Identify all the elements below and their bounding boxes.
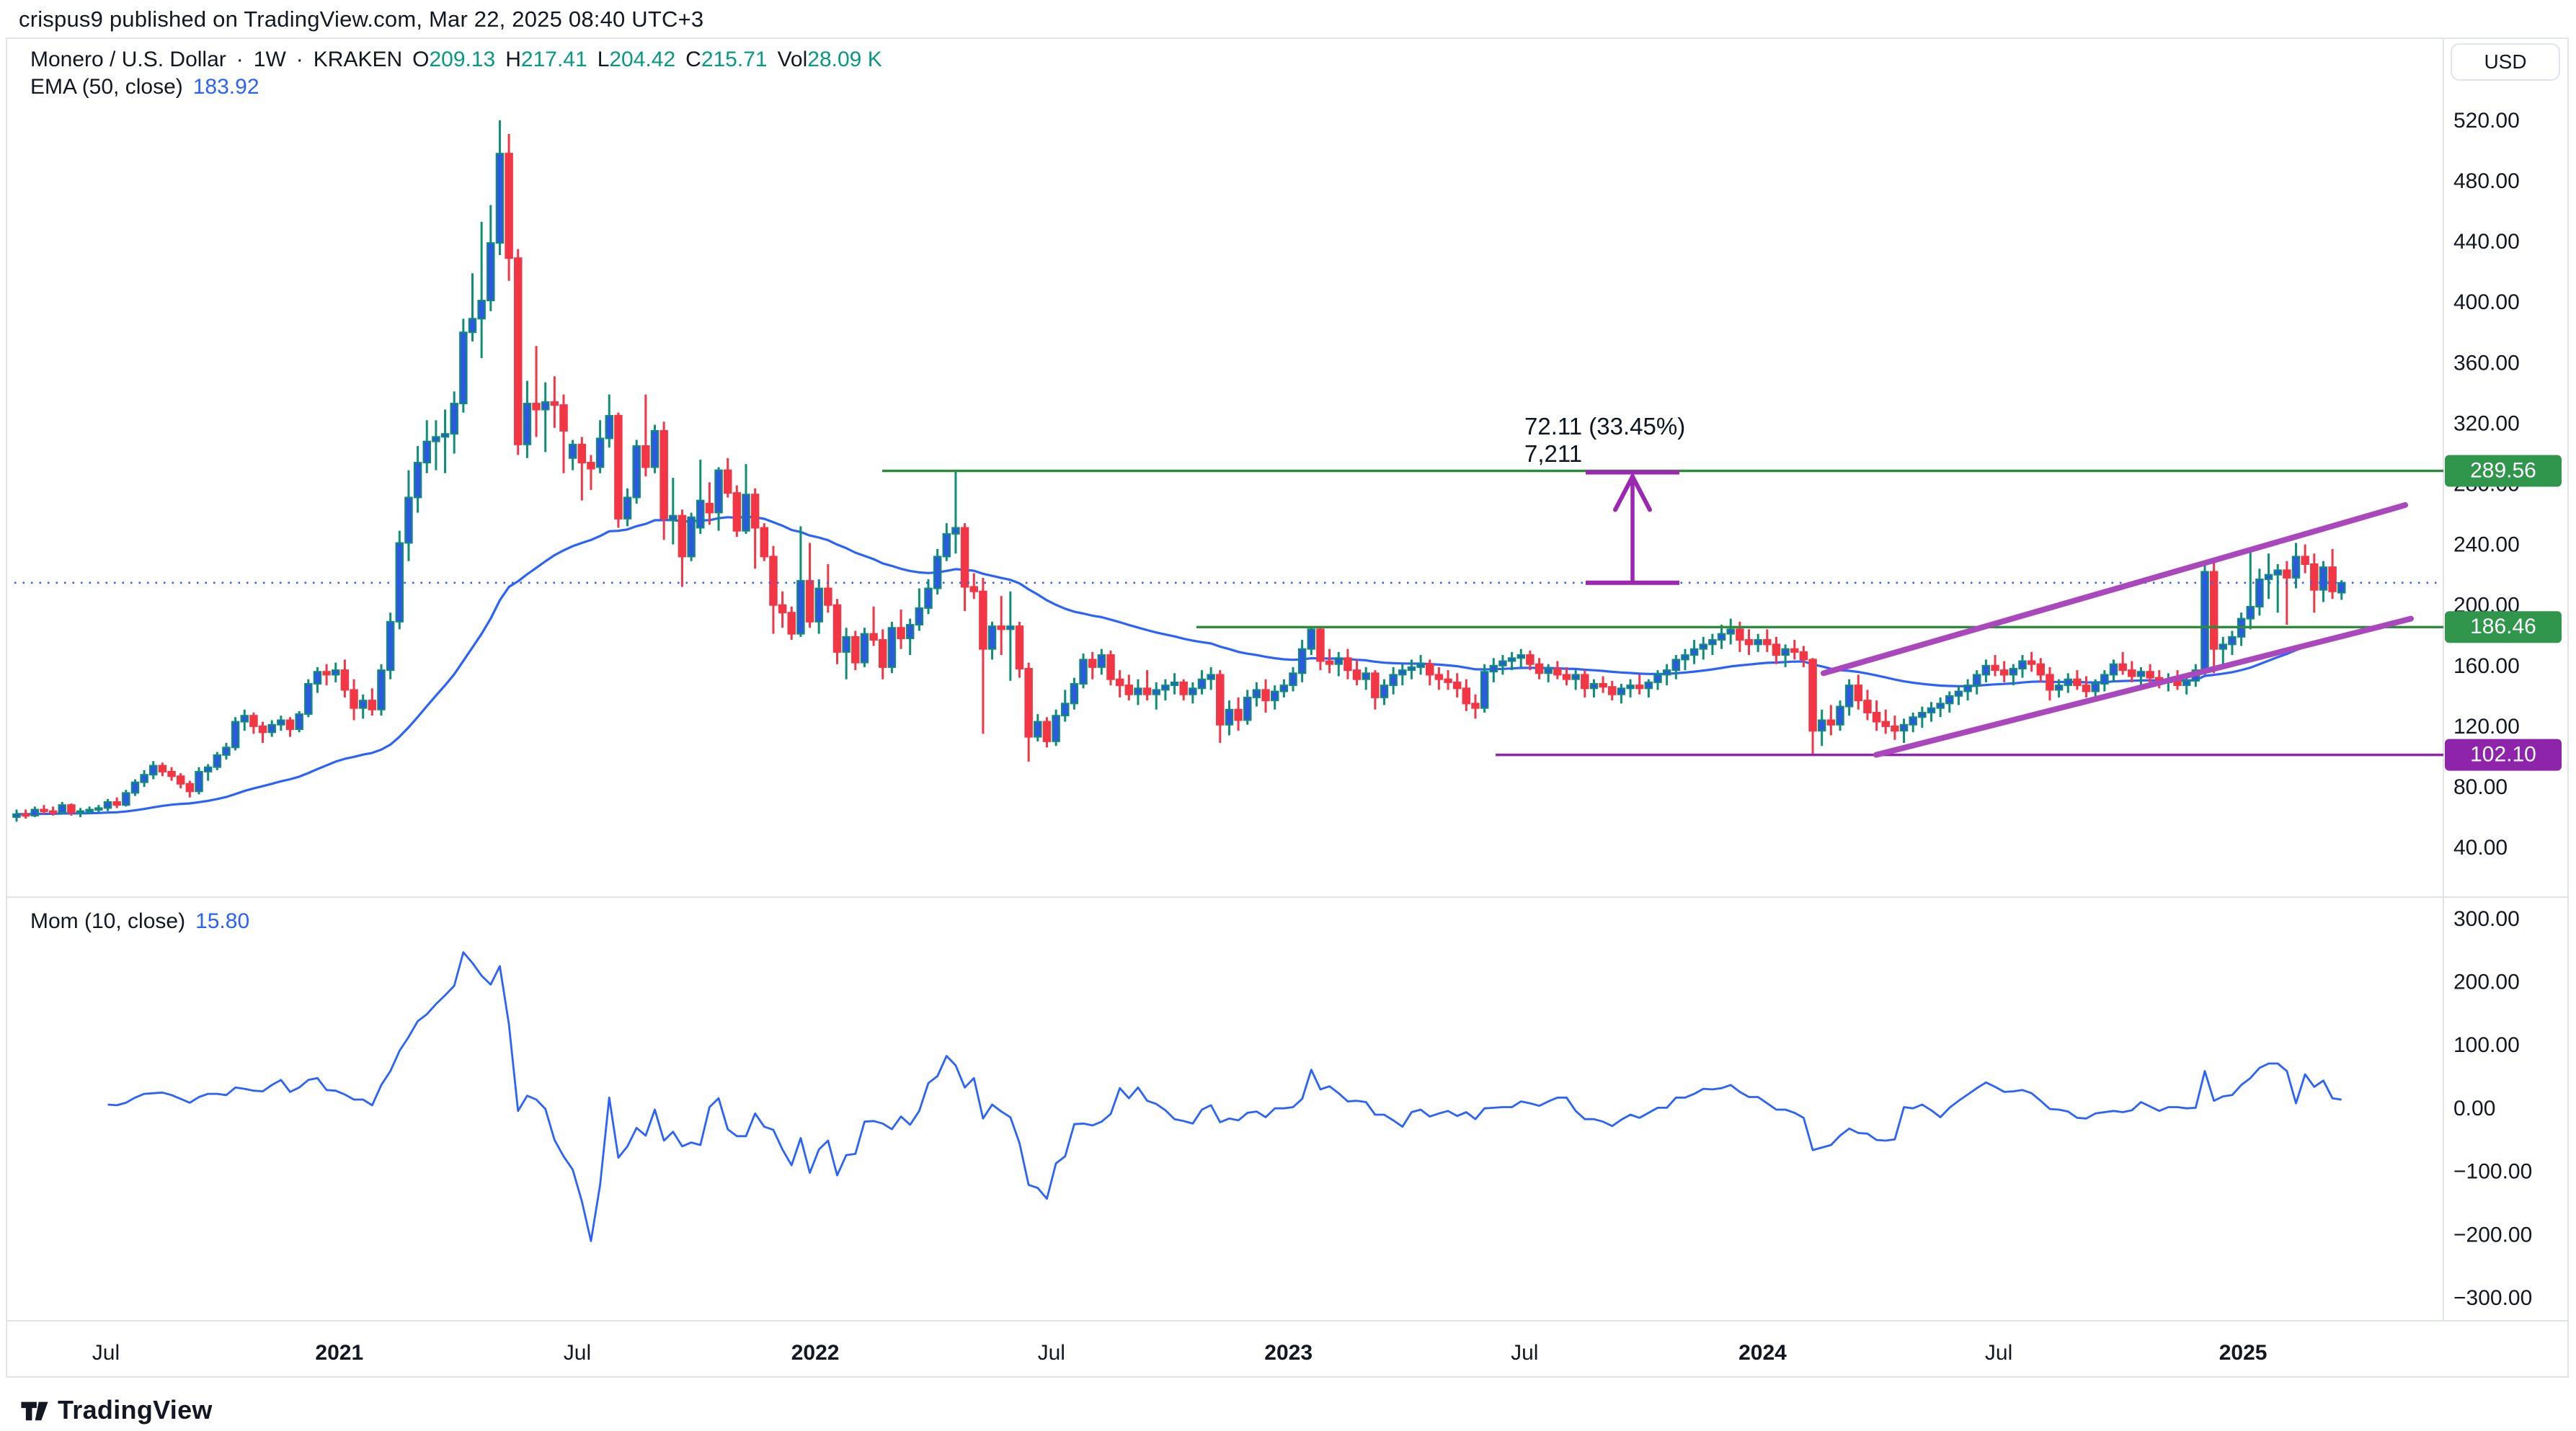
- svg-text:Jul: Jul: [1985, 1341, 2012, 1365]
- chart-card: [6, 37, 2569, 1378]
- ohlc-close: C 215.71: [685, 48, 768, 71]
- tradingview-logo-text: TradingView: [58, 1395, 213, 1425]
- svg-text:320.00: 320.00: [2453, 411, 2520, 435]
- svg-text:300.00: 300.00: [2453, 907, 2520, 931]
- momentum-line: [107, 951, 2342, 1242]
- svg-text:Jul: Jul: [92, 1341, 120, 1365]
- svg-text:2023: 2023: [1264, 1341, 1313, 1365]
- publish-info: crispus9 published on TradingView.com, M…: [19, 6, 704, 32]
- legend-separator: ·: [296, 48, 303, 71]
- price-label-badge: [2445, 455, 2562, 487]
- tradingview-logo[interactable]: TradingView: [20, 1395, 213, 1425]
- symbol-title: Monero / U.S. Dollar: [30, 48, 226, 71]
- svg-text:186.46: 186.46: [2470, 615, 2536, 638]
- momentum-axis[interactable]: 300.00 200.00 100.00 0.00 −100.00 −200.00 −300…: [2453, 907, 2532, 1310]
- svg-text:Jul: Jul: [564, 1341, 591, 1365]
- svg-text:40.00: 40.00: [2453, 836, 2508, 860]
- volume-readout: Vol 28.09 K: [777, 48, 882, 71]
- chart-frame: [6, 37, 2569, 1321]
- svg-text:2022: 2022: [791, 1341, 840, 1365]
- momentum-value: 15.80: [195, 909, 250, 933]
- ohlc-low: L 204.42: [597, 48, 676, 71]
- svg-text:Jul: Jul: [1038, 1341, 1065, 1365]
- price-axis-badges: 289.56 186.46 102.10: [2445, 455, 2562, 771]
- svg-text:2025: 2025: [2219, 1341, 2268, 1365]
- svg-text:120.00: 120.00: [2453, 715, 2520, 739]
- svg-text:400.00: 400.00: [2453, 290, 2520, 314]
- time-axis[interactable]: Jul 2021 Jul 2022 Jul 2023 Jul 2024 Jul 2025: [92, 1341, 2268, 1365]
- svg-text:0.00: 0.00: [2453, 1097, 2495, 1120]
- svg-text:102.10: 102.10: [2470, 743, 2536, 767]
- drawing-measure-arrow[interactable]: [1586, 470, 1679, 585]
- svg-text:440.00: 440.00: [2453, 230, 2520, 254]
- ema-value: 183.92: [192, 75, 259, 99]
- price-label-badge: [2445, 739, 2562, 771]
- tradingview-logo-icon: [21, 1401, 48, 1421]
- svg-text:80.00: 80.00: [2453, 775, 2508, 799]
- symbol-exchange: KRAKEN: [313, 48, 403, 71]
- svg-text:2024: 2024: [1738, 1341, 1787, 1365]
- symbol-legend[interactable]: Monero / U.S. Dollar · 1W · KRAKEN O 209.…: [30, 48, 882, 72]
- symbol-interval: 1W: [253, 48, 286, 71]
- svg-text:−200.00: −200.00: [2453, 1223, 2532, 1247]
- svg-text:Jul: Jul: [1511, 1341, 1538, 1365]
- svg-text:200.00: 200.00: [2453, 971, 2520, 994]
- svg-text:289.56: 289.56: [2470, 458, 2536, 482]
- ohlc-high: H 217.41: [505, 48, 587, 71]
- candlestick-series: [12, 120, 2346, 822]
- svg-text:−100.00: −100.00: [2453, 1160, 2532, 1184]
- drawing-channel[interactable]: [1821, 501, 2414, 758]
- measure-tool-label[interactable]: 72.11 (33.45%) 7,211: [1524, 413, 1686, 467]
- ema-legend[interactable]: EMA (50, close) 183.92: [30, 75, 259, 99]
- svg-text:−300.00: −300.00: [2453, 1286, 2532, 1310]
- svg-text:160.00: 160.00: [2453, 654, 2520, 678]
- svg-text:360.00: 360.00: [2453, 351, 2520, 375]
- svg-text:480.00: 480.00: [2453, 169, 2520, 193]
- ohlc-open: O 209.13: [412, 48, 496, 71]
- legend-separator: ·: [236, 48, 244, 71]
- price-label-badge: [2445, 611, 2562, 643]
- momentum-legend[interactable]: Mom (10, close) 15.80: [30, 909, 249, 934]
- ema-label: EMA (50, close): [30, 75, 183, 99]
- currency-button[interactable]: USD: [2451, 43, 2560, 81]
- ema-line: [16, 515, 2342, 816]
- svg-text:2021: 2021: [315, 1341, 363, 1365]
- svg-text:240.00: 240.00: [2453, 533, 2520, 557]
- svg-text:100.00: 100.00: [2453, 1033, 2520, 1057]
- momentum-label: Mom (10, close): [30, 909, 186, 933]
- svg-text:520.00: 520.00: [2453, 109, 2520, 133]
